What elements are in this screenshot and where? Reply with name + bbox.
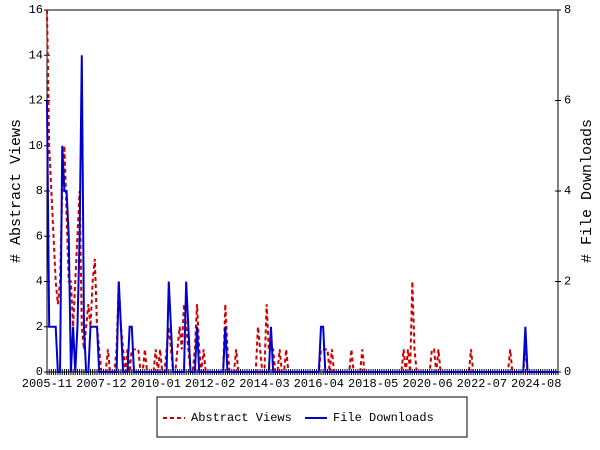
x-tick-label: 2018-05 bbox=[348, 377, 398, 391]
y2-tick-label: 0 bbox=[564, 365, 571, 379]
y-tick-label: 8 bbox=[36, 184, 43, 198]
plot-frame bbox=[46, 9, 559, 373]
x-tick-label: 2005-11 bbox=[22, 377, 72, 391]
y2-tick-label: 2 bbox=[564, 275, 571, 289]
x-tick-label: 2014-03 bbox=[239, 377, 289, 391]
y2-tick-label: 8 bbox=[564, 3, 571, 17]
y-tick-label: 12 bbox=[29, 94, 43, 108]
y2-tick-label: 6 bbox=[564, 94, 571, 108]
y-tick-label: 4 bbox=[36, 275, 43, 289]
x-tick-label: 2012-02 bbox=[185, 377, 235, 391]
series-line bbox=[46, 55, 558, 373]
y-tick-label: 14 bbox=[29, 48, 43, 62]
x-tick-label: 2010-01 bbox=[131, 377, 181, 391]
y-tick-label: 2 bbox=[36, 320, 43, 334]
y-axis-label: # Abstract Views bbox=[8, 119, 25, 263]
y-tick-label: 10 bbox=[29, 139, 43, 153]
y2-tick-label: 4 bbox=[564, 184, 571, 198]
x-tick-label: 2020-06 bbox=[402, 377, 452, 391]
legend-label: Abstract Views bbox=[191, 411, 292, 425]
x-tick-label: 2007-12 bbox=[76, 377, 126, 391]
series-line bbox=[46, 9, 558, 373]
y-tick-label: 0 bbox=[36, 365, 43, 379]
x-tick-label: 2024-08 bbox=[511, 377, 561, 391]
x-tick-label: 2016-04 bbox=[294, 377, 344, 391]
y-tick-label: 16 bbox=[29, 3, 43, 17]
x-tick-label: 2022-07 bbox=[457, 377, 507, 391]
y2-axis-label: # File Downloads bbox=[579, 119, 596, 263]
y-tick-label: 6 bbox=[36, 229, 43, 243]
legend-label: File Downloads bbox=[333, 411, 434, 425]
